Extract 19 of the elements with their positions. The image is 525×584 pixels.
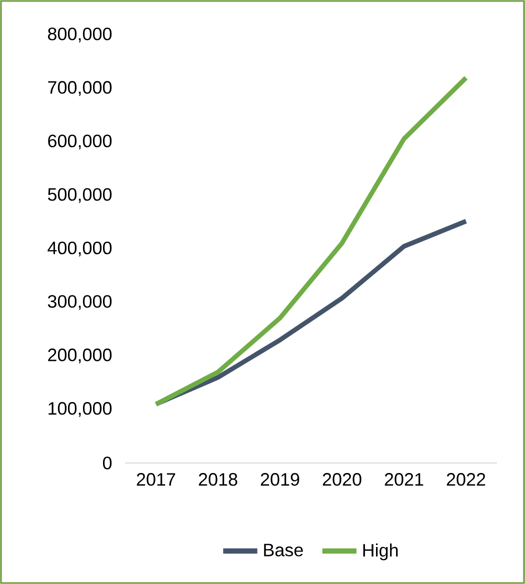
x-tick-label: 2021 bbox=[384, 473, 424, 486]
x-tick-label: 2018 bbox=[198, 473, 238, 486]
x-tick-label: 2020 bbox=[322, 473, 362, 486]
legend-label: High bbox=[363, 543, 398, 560]
y-tick-label: 200,000 bbox=[48, 348, 112, 364]
line-series bbox=[154, 218, 468, 406]
y-tick-label: 0 bbox=[102, 456, 112, 470]
y-tick-label: 700,000 bbox=[48, 81, 112, 96]
y-tick-label: 100,000 bbox=[48, 402, 112, 417]
y-tick-label: 500,000 bbox=[48, 188, 112, 203]
y-tick-label: 300,000 bbox=[48, 295, 112, 310]
line-series bbox=[154, 75, 468, 406]
y-tick-label: 600,000 bbox=[48, 134, 112, 150]
x-tick-label: 2022 bbox=[446, 473, 486, 486]
x-tick-label: 2017 bbox=[136, 473, 176, 486]
x-tick-label: 2019 bbox=[260, 473, 300, 486]
y-tick-label: 400,000 bbox=[48, 242, 112, 256]
legend-label: Base bbox=[264, 544, 303, 556]
y-tick-label: 800,000 bbox=[48, 28, 112, 42]
